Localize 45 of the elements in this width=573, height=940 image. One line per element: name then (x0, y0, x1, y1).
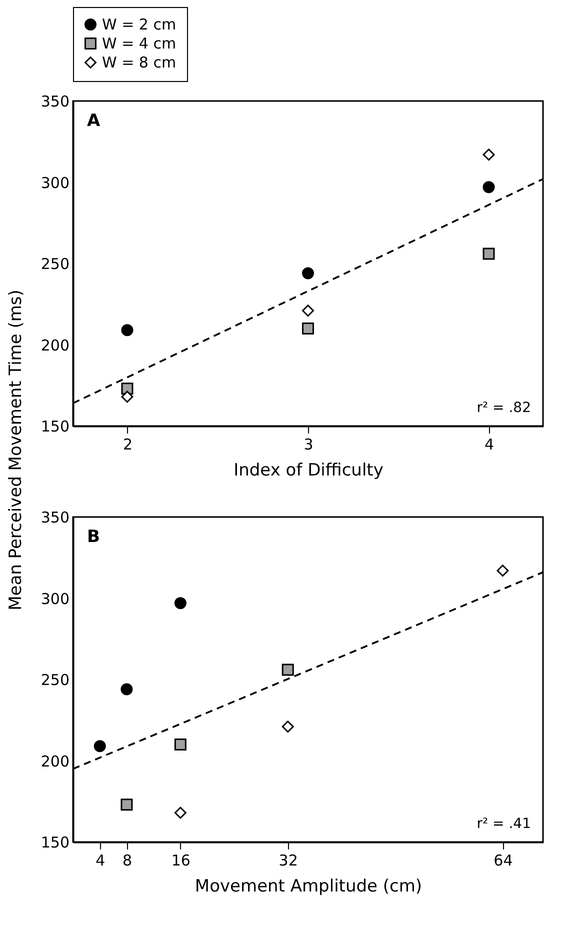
point (174, 806, 186, 819)
x-axis-title: Movement Amplitude (cm) (194, 876, 422, 896)
y-tick-label: 350 (40, 508, 70, 526)
y-tick-label: 350 (40, 92, 70, 110)
y-tick-label: 300 (40, 590, 70, 608)
annotation: r² = .41 (476, 816, 531, 832)
point (282, 664, 294, 676)
y-axis-title: Mean Perceived Movement Time (ms) (6, 290, 26, 610)
x-tick-label: 16 (171, 852, 190, 870)
point (120, 798, 133, 811)
x-tick-label: 32 (278, 852, 298, 870)
y-tick-label: 150 (40, 418, 70, 436)
y-tick-label: 200 (40, 336, 70, 354)
annotation: A (87, 111, 101, 131)
point (302, 322, 314, 334)
x-tick-label: 4 (96, 852, 106, 870)
legend-label: W = 2 cm (102, 16, 176, 34)
point (282, 720, 294, 733)
x-tick-label: 64 (494, 852, 513, 870)
point (94, 740, 106, 752)
point (482, 248, 495, 260)
x-tick-label: 3 (304, 436, 314, 454)
x-tick-label: 4 (484, 436, 494, 454)
y-tick-label: 250 (40, 671, 70, 689)
point (496, 564, 509, 577)
x-tick-label: 2 (122, 436, 133, 454)
y-tick-label: 150 (40, 834, 70, 852)
point (121, 390, 134, 403)
legend-label: W = 4 cm (102, 34, 176, 52)
point (482, 181, 495, 194)
legend-label: W = 8 cm (102, 54, 176, 72)
y-tick-label: 250 (40, 255, 70, 273)
x-axis-title: Index of Difficulty (234, 460, 384, 480)
annotation: B (87, 527, 100, 547)
point (302, 267, 314, 280)
y-tick-label: 300 (40, 174, 70, 192)
point (120, 683, 133, 696)
point (482, 148, 495, 161)
x-tick-label: 8 (122, 852, 132, 870)
point (174, 738, 186, 750)
point (174, 597, 186, 610)
point (302, 304, 314, 317)
annotation: r² = .82 (476, 400, 531, 416)
y-tick-label: 200 (40, 752, 70, 770)
point (121, 324, 134, 336)
